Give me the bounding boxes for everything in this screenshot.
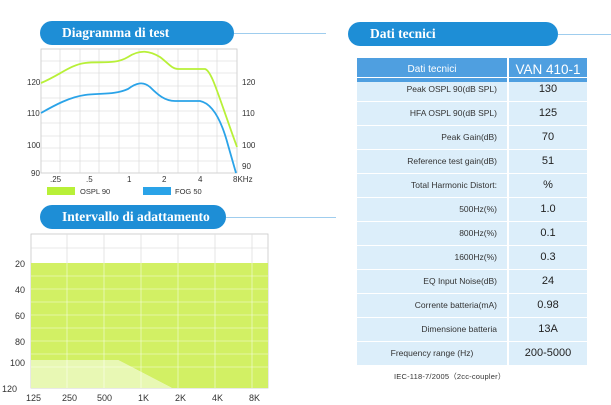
spec-value: 0.3: [540, 251, 556, 263]
spec-value: 70: [541, 131, 555, 143]
spec-label: 800Hz(%): [459, 228, 497, 238]
fitting-range-area: [31, 263, 268, 388]
legend-ospl90-label: OSPL 90: [80, 187, 110, 196]
spec-row: Total Harmonic Distort: %: [357, 173, 587, 197]
diagram-xtick-2: 1: [127, 175, 132, 184]
spec-value: 0.1: [540, 227, 556, 239]
diagram-ytick-left-110: 110: [27, 109, 40, 118]
range-xtick-8k: 8K: [249, 393, 260, 403]
range-ytick-20: 20: [15, 259, 25, 269]
range-xtick-2k: 2K: [175, 393, 186, 403]
diagram-xtick-0: .25: [50, 175, 62, 184]
diagram-title-rule: [234, 33, 326, 34]
standard-note: IEC-118-7/2005（2cc-coupler）: [394, 372, 506, 381]
spec-value: 51: [541, 155, 555, 167]
range-ytick-60: 60: [15, 311, 25, 321]
range-xtick-250: 250: [62, 393, 77, 403]
diagram-ytick-right-110: 110: [242, 109, 255, 118]
fitting-range-chart: 20 40 60 80 100 120 125 250 500 1K 2K 4K…: [2, 233, 269, 403]
spec-row: Dimensione batteria 13A: [357, 317, 587, 341]
specs-title-rule: [558, 34, 611, 35]
range-title-pill: Intervallo di adattamento: [40, 205, 226, 229]
spec-row: 800Hz(%) 0.1: [357, 221, 587, 245]
spec-row: Peak OSPL 90(dB SPL) 130: [357, 77, 587, 101]
legend-fog50-swatch: [143, 187, 171, 195]
spec-value: 130: [538, 83, 558, 95]
range-title-rule: [226, 217, 336, 218]
specs-header-row: Dati tecnici VAN 410-1: [357, 58, 587, 82]
spec-label: Reference test gain(dB): [407, 156, 497, 166]
range-xtick-125: 125: [26, 393, 41, 403]
legend-fog50-label: FOG 50: [175, 187, 202, 196]
spec-row: 1600Hz(%) 0.3: [357, 245, 587, 269]
spec-label: Frequency range (Hz): [390, 348, 474, 358]
diagram-title-pill: Diagramma di test: [40, 21, 234, 45]
spec-divider: [507, 294, 509, 317]
fog50-curve: [40, 82, 237, 174]
spec-divider: [507, 126, 509, 149]
diagram-ytick-right-90: 90: [242, 162, 251, 171]
range-ytick-40: 40: [15, 285, 25, 295]
range-ytick-80: 80: [15, 337, 25, 347]
spec-row: Peak Gain(dB) 70: [357, 125, 587, 149]
spec-row: HFA OSPL 90(dB SPL) 125: [357, 101, 587, 125]
diagram-xtick-3: 2: [162, 175, 167, 184]
spec-divider: [507, 318, 509, 341]
spec-divider: [507, 246, 509, 269]
spec-row: Corrente batteria(mA) 0.98: [357, 293, 587, 317]
spec-value: %: [543, 179, 553, 191]
spec-label: Total Harmonic Distort:: [411, 180, 497, 190]
spec-divider: [507, 342, 509, 365]
specs-table: Dati tecnici VAN 410-1 Peak OSPL 90(dB S…: [357, 58, 587, 365]
spec-label: 500Hz(%): [459, 204, 497, 214]
diagram-xtick-1: .5: [86, 175, 93, 184]
spec-row: 500Hz(%) 1.0: [357, 197, 587, 221]
specs-title-pill: Dati tecnici: [348, 22, 558, 46]
spec-value: 13A: [538, 323, 558, 335]
spec-value: 1.0: [540, 203, 556, 215]
spec-divider: [507, 150, 509, 173]
spec-divider: [507, 222, 509, 245]
spec-label: HFA OSPL 90(dB SPL): [409, 108, 497, 118]
spec-value: 0.98: [537, 299, 559, 311]
ospl90-curve: [40, 50, 238, 148]
spec-label: Peak OSPL 90(dB SPL): [406, 84, 497, 94]
specs-header-divider: [507, 58, 509, 81]
spec-row: EQ Input Noise(dB) 24: [357, 269, 587, 293]
diagram-ytick-left-100: 100: [27, 141, 41, 150]
diagram-grid: [41, 49, 237, 173]
spec-divider: [507, 78, 509, 101]
spec-label: Dimensione batteria: [421, 324, 497, 334]
spec-label: Corrente batteria(mA): [414, 300, 497, 310]
spec-divider: [507, 102, 509, 125]
diagram-ytick-right-100: 100: [242, 141, 256, 150]
spec-row: Frequency range (Hz) 200-5000: [357, 341, 587, 365]
range-xtick-500: 500: [97, 393, 112, 403]
range-ytick-120: 120: [2, 384, 17, 394]
diagram-ytick-left-90: 90: [31, 169, 40, 178]
spec-value: 200-5000: [524, 347, 572, 359]
spec-label: EQ Input Noise(dB): [423, 276, 497, 286]
spec-divider: [507, 174, 509, 197]
specs-header-label: Dati tecnici: [407, 64, 457, 75]
spec-divider: [507, 270, 509, 293]
range-ytick-100: 100: [10, 358, 25, 368]
spec-row: Reference test gain(dB) 51: [357, 149, 587, 173]
range-xtick-4k: 4K: [212, 393, 223, 403]
spec-divider: [507, 198, 509, 221]
spec-label: 1600Hz(%): [454, 252, 497, 262]
range-xtick-1k: 1K: [138, 393, 149, 403]
test-diagram: 120 110 100 90 120 110 100 90 .25 .5 1 2…: [27, 48, 256, 196]
diagram-xtick-5: 8KHz: [233, 175, 253, 184]
spec-label: Peak Gain(dB): [441, 132, 497, 142]
diagram-ytick-right-120: 120: [242, 78, 256, 87]
diagram-ytick-left-120: 120: [27, 78, 41, 87]
specs-header-model: VAN 410-1: [515, 62, 581, 77]
legend-ospl90-swatch: [47, 187, 75, 195]
spec-value: 24: [541, 275, 555, 287]
diagram-xtick-4: 4: [198, 175, 203, 184]
spec-value: 125: [538, 107, 558, 119]
